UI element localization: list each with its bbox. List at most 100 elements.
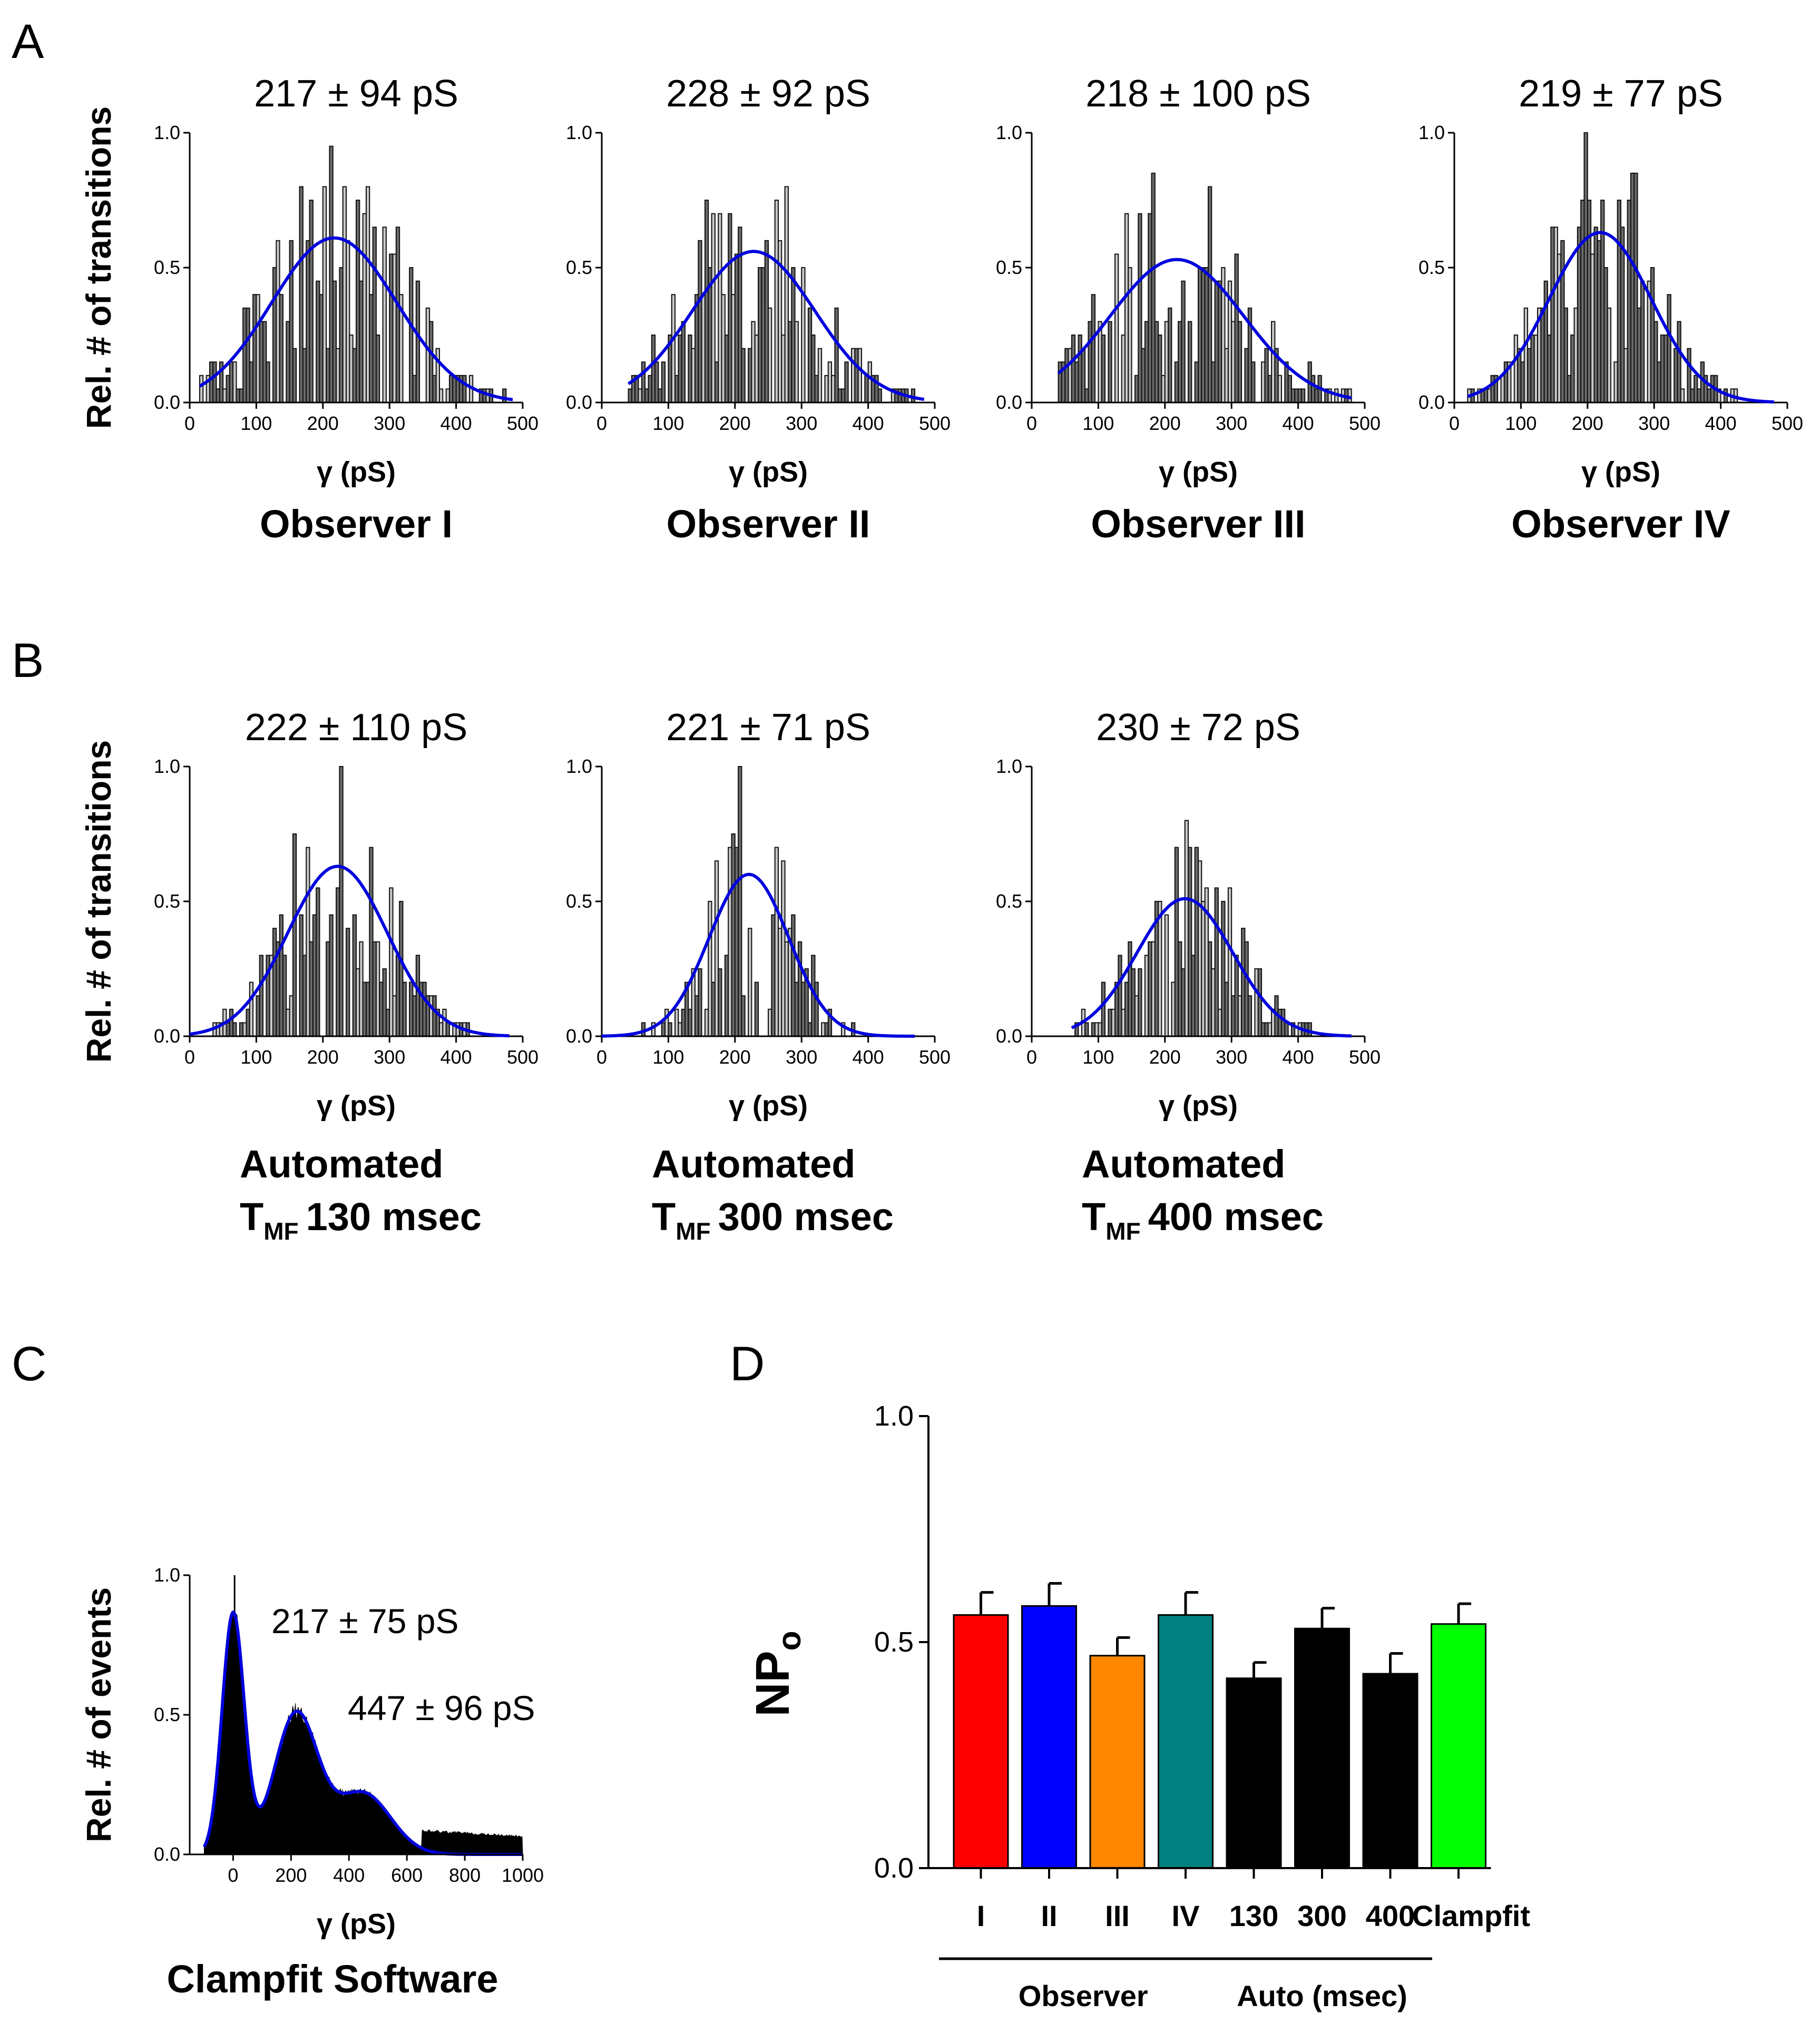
histogram-bar [1680,388,1685,404]
gaussian-fit-line [601,872,915,1038]
y-tick-label: 0.5 [566,890,592,912]
x-tick-label: 0 [184,413,195,434]
panel-letter-a: A [12,15,44,68]
x-axis-label: γ (pS) [729,456,808,488]
chart-b2: 221 ± 71 pS 0 100 200 300 400 500 0.0 0.5 1.0 γ (p… [566,706,951,1245]
chart-title: 222 ± 110 pS [245,706,468,749]
x-tick-label: 100 [240,1046,272,1068]
x-tick-label: 400 [333,1864,365,1886]
x-tick-label: 0 [1026,413,1037,434]
y-axis-label: Rel. # of transitions [79,106,118,429]
group-label: Auto (msec) [1237,1979,1407,2012]
tmf-symbol: T [652,1195,676,1239]
category-label: 130 [1229,1899,1278,1932]
histogram-bar [259,955,264,1037]
y-tick-label: 0.0 [566,391,592,413]
x-tick-label: 200 [1572,413,1603,434]
histogram-bar [249,981,254,1037]
x-tick-label: 300 [786,413,817,434]
histogram-bar [1251,361,1256,404]
histogram-bar [1307,1022,1312,1037]
histogram-bar [681,321,686,404]
x-tick-label: 100 [1082,1046,1114,1068]
x-tick-label: 500 [919,1046,951,1068]
histogram-bar [741,995,746,1037]
tmf-subscript: MF [676,1217,710,1245]
chart-d: 0.00.51.0I II III IV 130 300 400ClampfitObserv… [747,1400,1530,2012]
y-axis-label: Rel. # of events [79,1587,118,1842]
histogram-bar [698,968,702,1037]
x-tick-label: 300 [1638,413,1670,434]
np-bar-i [953,1614,1009,1869]
x-axis-label: γ (pS) [1581,456,1660,488]
x-tick-label: 500 [1349,1046,1381,1068]
histogram-bar [292,348,297,403]
histogram-bar [1168,307,1172,403]
histogram-bar [439,388,444,404]
histogram-bar [1640,280,1645,403]
y-axis-label: Rel. # of transitions [79,740,118,1063]
chart-caption-line1: Automated [1082,1142,1285,1186]
histogram-bar [1300,388,1306,404]
histogram-bar [814,981,819,1037]
x-tick-label: 400 [853,413,884,434]
histogram-bar [402,981,407,1037]
x-axis-label: γ (pS) [1159,456,1238,488]
y-tick-label: 0.5 [1418,257,1445,278]
x-tick-label: 400 [441,1046,472,1068]
peak-annotation-2: 447 ± 96 pS [348,1688,535,1727]
histogram-bar [1247,995,1253,1037]
chart-title: 218 ± 100 pS [1085,73,1311,115]
np-bar-300 [1294,1627,1350,1869]
y-tick-label: 0.0 [996,391,1022,413]
category-label: 400 [1366,1899,1415,1932]
np-bar-clampfit [1431,1623,1486,1869]
chart-b3: 230 ± 72 pS 0 100 200 300 400 500 0.0 0.5 1.0 γ (p… [996,706,1381,1245]
x-tick-label: 100 [652,1046,684,1068]
y-tick-label: 1.0 [566,755,592,777]
histogram-bar [1181,280,1186,403]
category-label: III [1105,1899,1130,1932]
tmf-symbol: T [1082,1195,1105,1239]
x-axis-label: γ (pS) [1159,1090,1238,1122]
chart-caption-line1: Automated [240,1142,443,1186]
histogram-bar [375,335,380,403]
y-tick-label: 0.5 [154,890,180,912]
np-bar-130 [1226,1677,1282,1869]
x-axis-label: γ (pS) [317,1090,396,1122]
x-tick-label: 600 [391,1864,423,1886]
category-label: IV [1172,1899,1200,1932]
histogram-bar [754,981,759,1037]
y-axis-label-sub: o [771,1631,808,1651]
histogram-bar [1164,914,1169,1037]
x-tick-label: 100 [1082,413,1114,434]
x-tick-label: 200 [307,413,339,434]
x-tick-label: 400 [1283,1046,1314,1068]
x-tick-label: 400 [441,413,472,434]
y-tick-label: 1.0 [154,122,180,143]
histogram-bar [741,348,746,403]
y-axis-label: NPo [747,1631,808,1717]
histogram-bar [346,928,350,1037]
x-tick-label: 400 [1705,413,1737,434]
x-tick-label: 500 [1772,413,1803,434]
y-tick-label: 1.0 [996,755,1022,777]
peak-annotation-1: 217 ± 75 pS [271,1602,459,1641]
x-tick-label: 100 [1505,413,1537,434]
y-tick-label: 0.5 [154,257,180,278]
histogram-bar [1101,981,1106,1037]
chart-c: 0 200 400 600 800 1000 0.0 0.5 1.0 217 ± 75 pS 447… [79,1564,544,2001]
x-tick-label: 1000 [502,1864,544,1886]
histogram-bar [817,348,823,403]
x-tick-label: 200 [719,413,751,434]
x-tick-label: 500 [507,1046,539,1068]
histogram-bar [877,388,882,404]
x-tick-label: 0 [1449,413,1460,434]
events-histogram-area [203,1612,523,1855]
histogram-bar [316,887,320,1037]
chart-title: 230 ± 72 pS [1096,706,1300,749]
x-tick-label: 300 [786,1046,817,1068]
histogram-bar [1607,307,1612,403]
histogram-bar [768,307,772,403]
chart-a4: 219 ± 77 pS 0 100 200 300 400 500 0.0 0.5 1.0 γ (p… [1418,73,1803,546]
